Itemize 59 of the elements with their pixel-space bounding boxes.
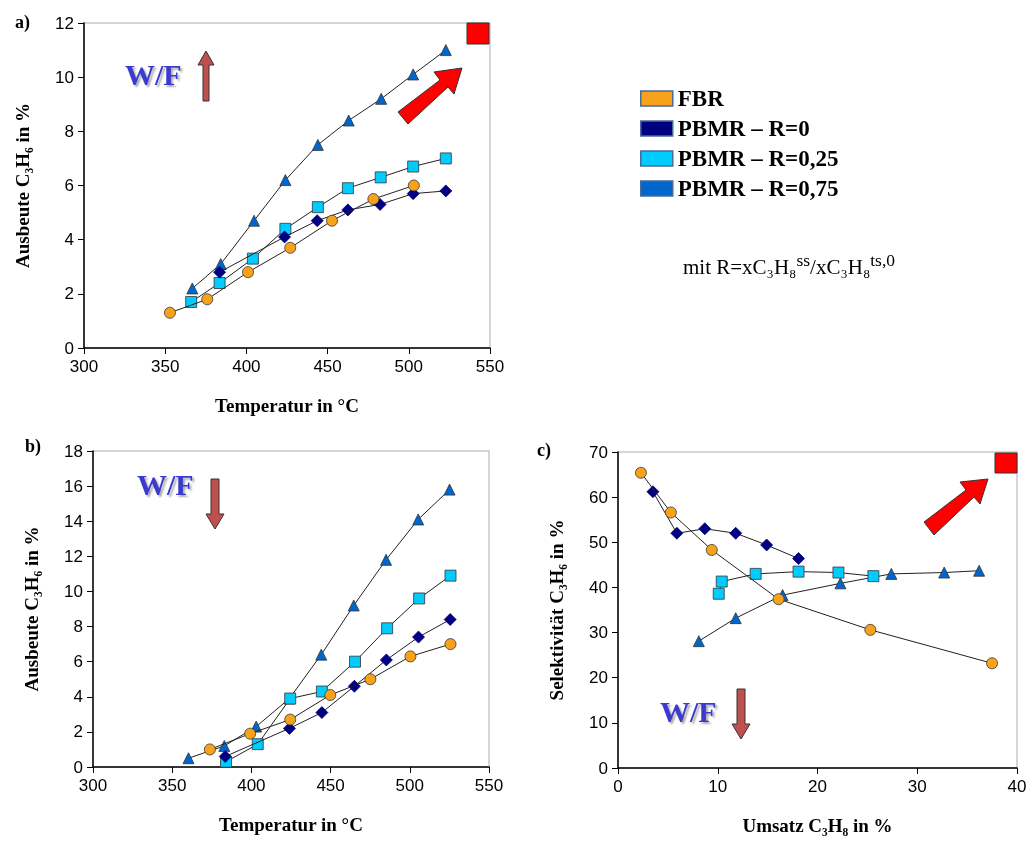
y-tick-label: 10	[55, 67, 74, 87]
y-tick-label: 4	[73, 687, 83, 707]
y-tick-label: 6	[64, 176, 74, 195]
y-tick-label: 8	[73, 617, 83, 637]
x-axis-title: Temperatur in °C	[219, 814, 363, 835]
y-tick-label: 8	[64, 121, 74, 141]
x-tick-label: 300	[69, 357, 99, 376]
y-tick-label: 10	[589, 713, 608, 733]
x-tick-label: 550	[475, 357, 505, 376]
x-tick-label: 10	[708, 777, 728, 796]
text: mit R=xC₃H₈$^{ss}$/xC₃H₈$^{ts,0}$	[683, 250, 896, 280]
y-tick-label: 0	[598, 758, 608, 778]
y-tick-label: 2	[73, 722, 83, 742]
y-tick-label: 20	[589, 668, 608, 688]
chart-title: b)	[25, 436, 42, 457]
y-axis-title: Ausbeute C₃H₆ in %	[12, 103, 33, 268]
x-tick-label: 400	[232, 357, 261, 376]
y-axis-title: Ausbeute C₃H₆ in %	[21, 526, 42, 692]
y-tick-label: 50	[589, 532, 608, 552]
x-tick-label: 300	[78, 776, 108, 795]
y-tick-label: 18	[64, 441, 83, 461]
y-tick-label: 12	[64, 546, 83, 566]
y-tick-label: 70	[589, 442, 608, 462]
y-tick-label: 6	[73, 652, 83, 672]
y-tick-label: 16	[64, 476, 83, 496]
y-tick-label: 4	[64, 230, 74, 250]
x-tick-label: 450	[313, 357, 342, 376]
legend-label: PBMR – R=0,25	[677, 146, 839, 171]
x-axis-title: Temperatur in °C	[215, 395, 359, 416]
x-tick-label: 40	[1007, 777, 1027, 796]
y-tick-label: 60	[589, 487, 608, 507]
y-tick-label: 10	[64, 581, 83, 601]
x-tick-label: 450	[316, 776, 345, 795]
annotation: W/F	[125, 58, 182, 92]
chart-title: c)	[537, 440, 551, 461]
x-axis-title: Umsatz C₃H₈ in %	[742, 815, 893, 836]
y-tick-label: 12	[55, 13, 74, 33]
y-tick-label: 30	[589, 623, 608, 643]
y-tick-label: 0	[64, 338, 74, 358]
chart-title: a)	[15, 12, 30, 33]
y-tick-label: 14	[64, 511, 83, 531]
x-tick-label: 500	[395, 776, 424, 795]
x-tick-label: 20	[808, 777, 827, 796]
x-tick-label: 350	[158, 776, 187, 795]
y-tick-label: 0	[73, 757, 83, 777]
annotation: W/F	[137, 468, 194, 502]
x-tick-label: 500	[394, 357, 423, 376]
y-tick-label: 2	[64, 284, 74, 304]
annotation: W/F	[660, 695, 717, 729]
x-tick-label: 400	[237, 776, 266, 795]
x-tick-label: 0	[613, 777, 623, 796]
legend-label: PBMR – R=0,75	[677, 176, 839, 201]
x-tick-label: 550	[474, 776, 504, 795]
x-tick-label: 30	[907, 777, 927, 796]
y-axis-title: Selektivität C₃H₆ in %	[546, 519, 567, 701]
legend-label: FBR	[677, 86, 725, 111]
y-tick-label: 40	[589, 577, 608, 597]
legend-label: PBMR – R=0	[677, 116, 810, 141]
x-tick-label: 350	[151, 357, 180, 376]
